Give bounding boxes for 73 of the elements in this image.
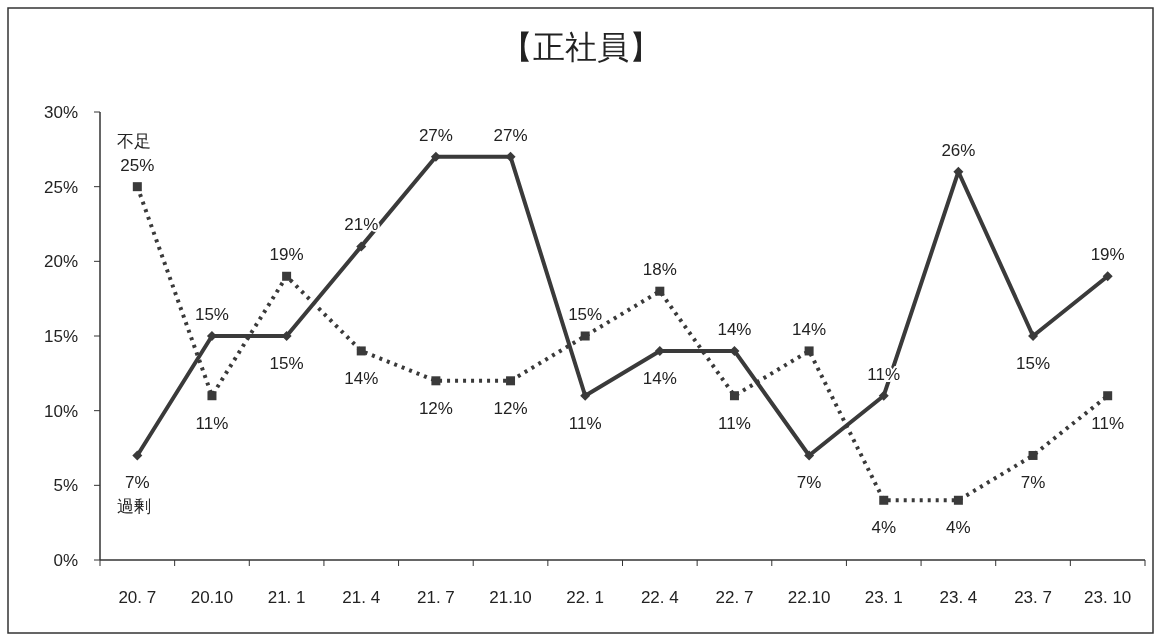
x-tick-label: 23. 4 — [939, 588, 978, 607]
x-tick-label: 23. 1 — [864, 588, 903, 607]
data-label: 26% — [941, 140, 976, 160]
x-tick-label: 20.10 — [190, 588, 234, 607]
data-label: 14% — [792, 319, 827, 339]
data-label: 7% — [1020, 473, 1046, 493]
data-label: 14% — [344, 368, 379, 388]
chart-title: 【正社員】 — [500, 29, 661, 65]
point — [282, 271, 292, 281]
x-tick-label: 22. 1 — [566, 588, 605, 607]
point — [431, 376, 441, 386]
x-tick-label: 20. 7 — [118, 588, 157, 607]
point — [953, 495, 963, 505]
data-label: 11% — [568, 413, 602, 433]
point — [207, 391, 217, 401]
data-label: 27% — [493, 125, 528, 145]
point — [356, 241, 367, 252]
data-label: 12% — [418, 398, 453, 418]
x-tick-label: 22.10 — [787, 588, 831, 607]
point — [729, 391, 739, 401]
data-label: 18% — [642, 260, 677, 280]
series-label: 不足 — [117, 131, 152, 151]
x-tick-label: 23. 7 — [1014, 588, 1052, 607]
data-label: 19% — [1090, 245, 1125, 265]
data-label: 14% — [642, 368, 677, 388]
x-tick-label: 22. 4 — [640, 588, 679, 607]
point — [879, 495, 889, 505]
data-label: 12% — [493, 398, 528, 418]
x-tick-label: 21. 1 — [267, 588, 306, 607]
point — [430, 151, 441, 162]
data-label: 11% — [718, 413, 751, 433]
data-label: 11% — [195, 413, 229, 433]
data-label: 4% — [871, 518, 897, 538]
point — [132, 182, 142, 192]
point — [1028, 331, 1039, 341]
data-label: 25% — [120, 155, 155, 175]
x-tick-label: 21. 4 — [342, 588, 381, 607]
point — [804, 346, 814, 356]
x-tick-label: 23. 10 — [1084, 588, 1132, 607]
y-tick-label: 10% — [43, 401, 78, 421]
data-label: 15% — [194, 305, 229, 324]
data-label: 15% — [1016, 354, 1051, 373]
text: 過剰 — [117, 497, 152, 517]
x-tick-label: 22. 7 — [715, 588, 754, 607]
data-label: 19% — [269, 245, 304, 265]
point — [878, 390, 889, 401]
data-label: 4% — [946, 518, 971, 538]
data-label: 11% — [1091, 413, 1125, 433]
point — [506, 376, 516, 386]
point — [356, 346, 366, 356]
data-label: 15% — [568, 305, 603, 324]
point — [132, 450, 143, 461]
y-tick-label: 5% — [53, 476, 78, 496]
data-label: 27% — [418, 125, 453, 145]
point — [580, 331, 590, 341]
y-tick-label: 15% — [43, 327, 78, 346]
data-label: 15% — [269, 354, 304, 373]
point — [655, 286, 665, 296]
data-label: 14% — [717, 319, 752, 339]
y-tick-label: 20% — [43, 252, 78, 272]
point — [804, 450, 815, 461]
y-tick-label: 0% — [53, 551, 78, 570]
y-tick-label: 25% — [43, 177, 78, 197]
point — [580, 390, 591, 401]
y-tick-label: 30% — [43, 103, 78, 122]
point — [1028, 450, 1038, 460]
point — [1102, 271, 1113, 282]
data-label: 7% — [796, 473, 822, 493]
x-tick-label: 21.10 — [489, 588, 532, 607]
data-label: 7% — [125, 473, 150, 493]
point — [1103, 391, 1113, 401]
x-tick-label: 21. 7 — [416, 588, 455, 607]
data-label: 21% — [344, 215, 379, 235]
